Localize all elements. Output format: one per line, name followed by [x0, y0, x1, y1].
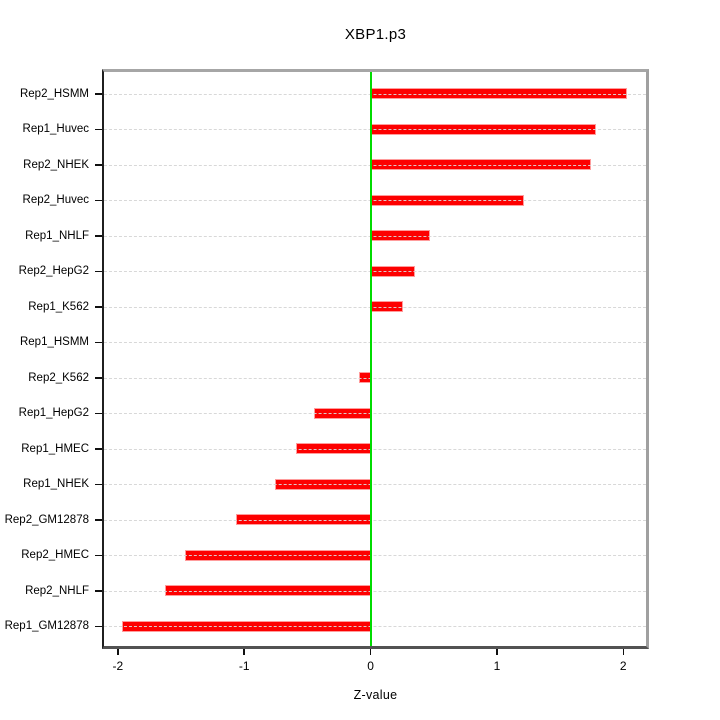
- y-axis-label: Rep1_HSMM: [19, 336, 89, 348]
- y-axis-label: Rep2_NHLF: [25, 584, 89, 597]
- x-axis-tick-label: 2: [619, 659, 627, 673]
- x-axis-tick-label: 1: [493, 659, 501, 673]
- y-axis-label: Rep1_HepG2: [18, 407, 89, 419]
- y-axis-tick: [95, 590, 102, 592]
- chart-title: XBP1.p3: [344, 26, 407, 43]
- plot-area: [102, 69, 649, 649]
- gridline: [104, 200, 646, 201]
- gridline: [104, 342, 646, 343]
- gridline: [104, 448, 646, 450]
- gridline: [104, 590, 646, 592]
- x-axis-tick: [496, 649, 498, 655]
- y-axis-label: Rep1_HMEC: [21, 442, 89, 455]
- y-axis-tick: [95, 306, 102, 308]
- x-axis-tick: [243, 649, 245, 655]
- y-axis-label: Rep2_NHEK: [23, 158, 89, 171]
- gridline: [104, 626, 646, 627]
- y-axis-tick: [95, 341, 102, 343]
- y-axis-tick: [95, 483, 102, 485]
- y-axis-label: Rep1_GM12878: [4, 620, 89, 632]
- gridline: [104, 519, 646, 521]
- y-axis-label: Rep1_NHEK: [23, 478, 89, 490]
- y-axis-tick: [95, 270, 102, 272]
- y-axis-label: Rep2_HSMM: [19, 87, 89, 100]
- x-axis-tick-label: 0: [367, 659, 374, 673]
- gridline: [104, 413, 646, 414]
- gridline: [104, 164, 646, 166]
- y-axis-tick: [95, 128, 102, 130]
- plot-inner: [104, 72, 646, 646]
- gridline: [104, 377, 646, 379]
- y-axis-tick: [95, 412, 102, 414]
- gridline: [104, 93, 646, 95]
- y-axis-tick: [95, 164, 102, 166]
- x-axis-tick: [622, 649, 624, 655]
- gridline: [104, 235, 646, 237]
- gridline: [104, 129, 646, 130]
- gridline: [104, 306, 646, 308]
- y-axis-tick: [95, 93, 102, 95]
- y-axis-label: Rep2_HMEC: [21, 549, 89, 561]
- y-axis-label: Rep2_GM12878: [4, 513, 89, 526]
- x-axis-tick-label: -1: [238, 659, 250, 673]
- y-axis-tick: [95, 554, 102, 556]
- y-axis-tick: [95, 235, 102, 237]
- y-axis-label: Rep1_NHLF: [25, 229, 89, 242]
- gridline: [104, 271, 646, 272]
- gridline: [104, 484, 646, 485]
- zero-reference-line: [369, 72, 372, 646]
- y-axis-label: Rep2_HepG2: [18, 265, 89, 277]
- y-axis-tick: [95, 519, 102, 521]
- gridline: [104, 555, 646, 556]
- x-axis-tick: [117, 649, 119, 655]
- y-axis-tick: [95, 199, 102, 201]
- y-axis-label: Rep2_Huvec: [22, 194, 89, 206]
- y-axis-label: Rep1_Huvec: [22, 123, 89, 135]
- y-axis-label: Rep1_K562: [28, 300, 89, 313]
- y-axis-tick: [95, 377, 102, 379]
- x-axis-tick-label: -2: [112, 659, 124, 673]
- x-axis-title: Z-value: [353, 688, 398, 702]
- y-axis-label: Rep2_K562: [28, 371, 89, 384]
- y-axis-tick: [95, 625, 102, 627]
- x-axis-tick: [369, 649, 372, 655]
- y-axis-tick: [95, 448, 102, 450]
